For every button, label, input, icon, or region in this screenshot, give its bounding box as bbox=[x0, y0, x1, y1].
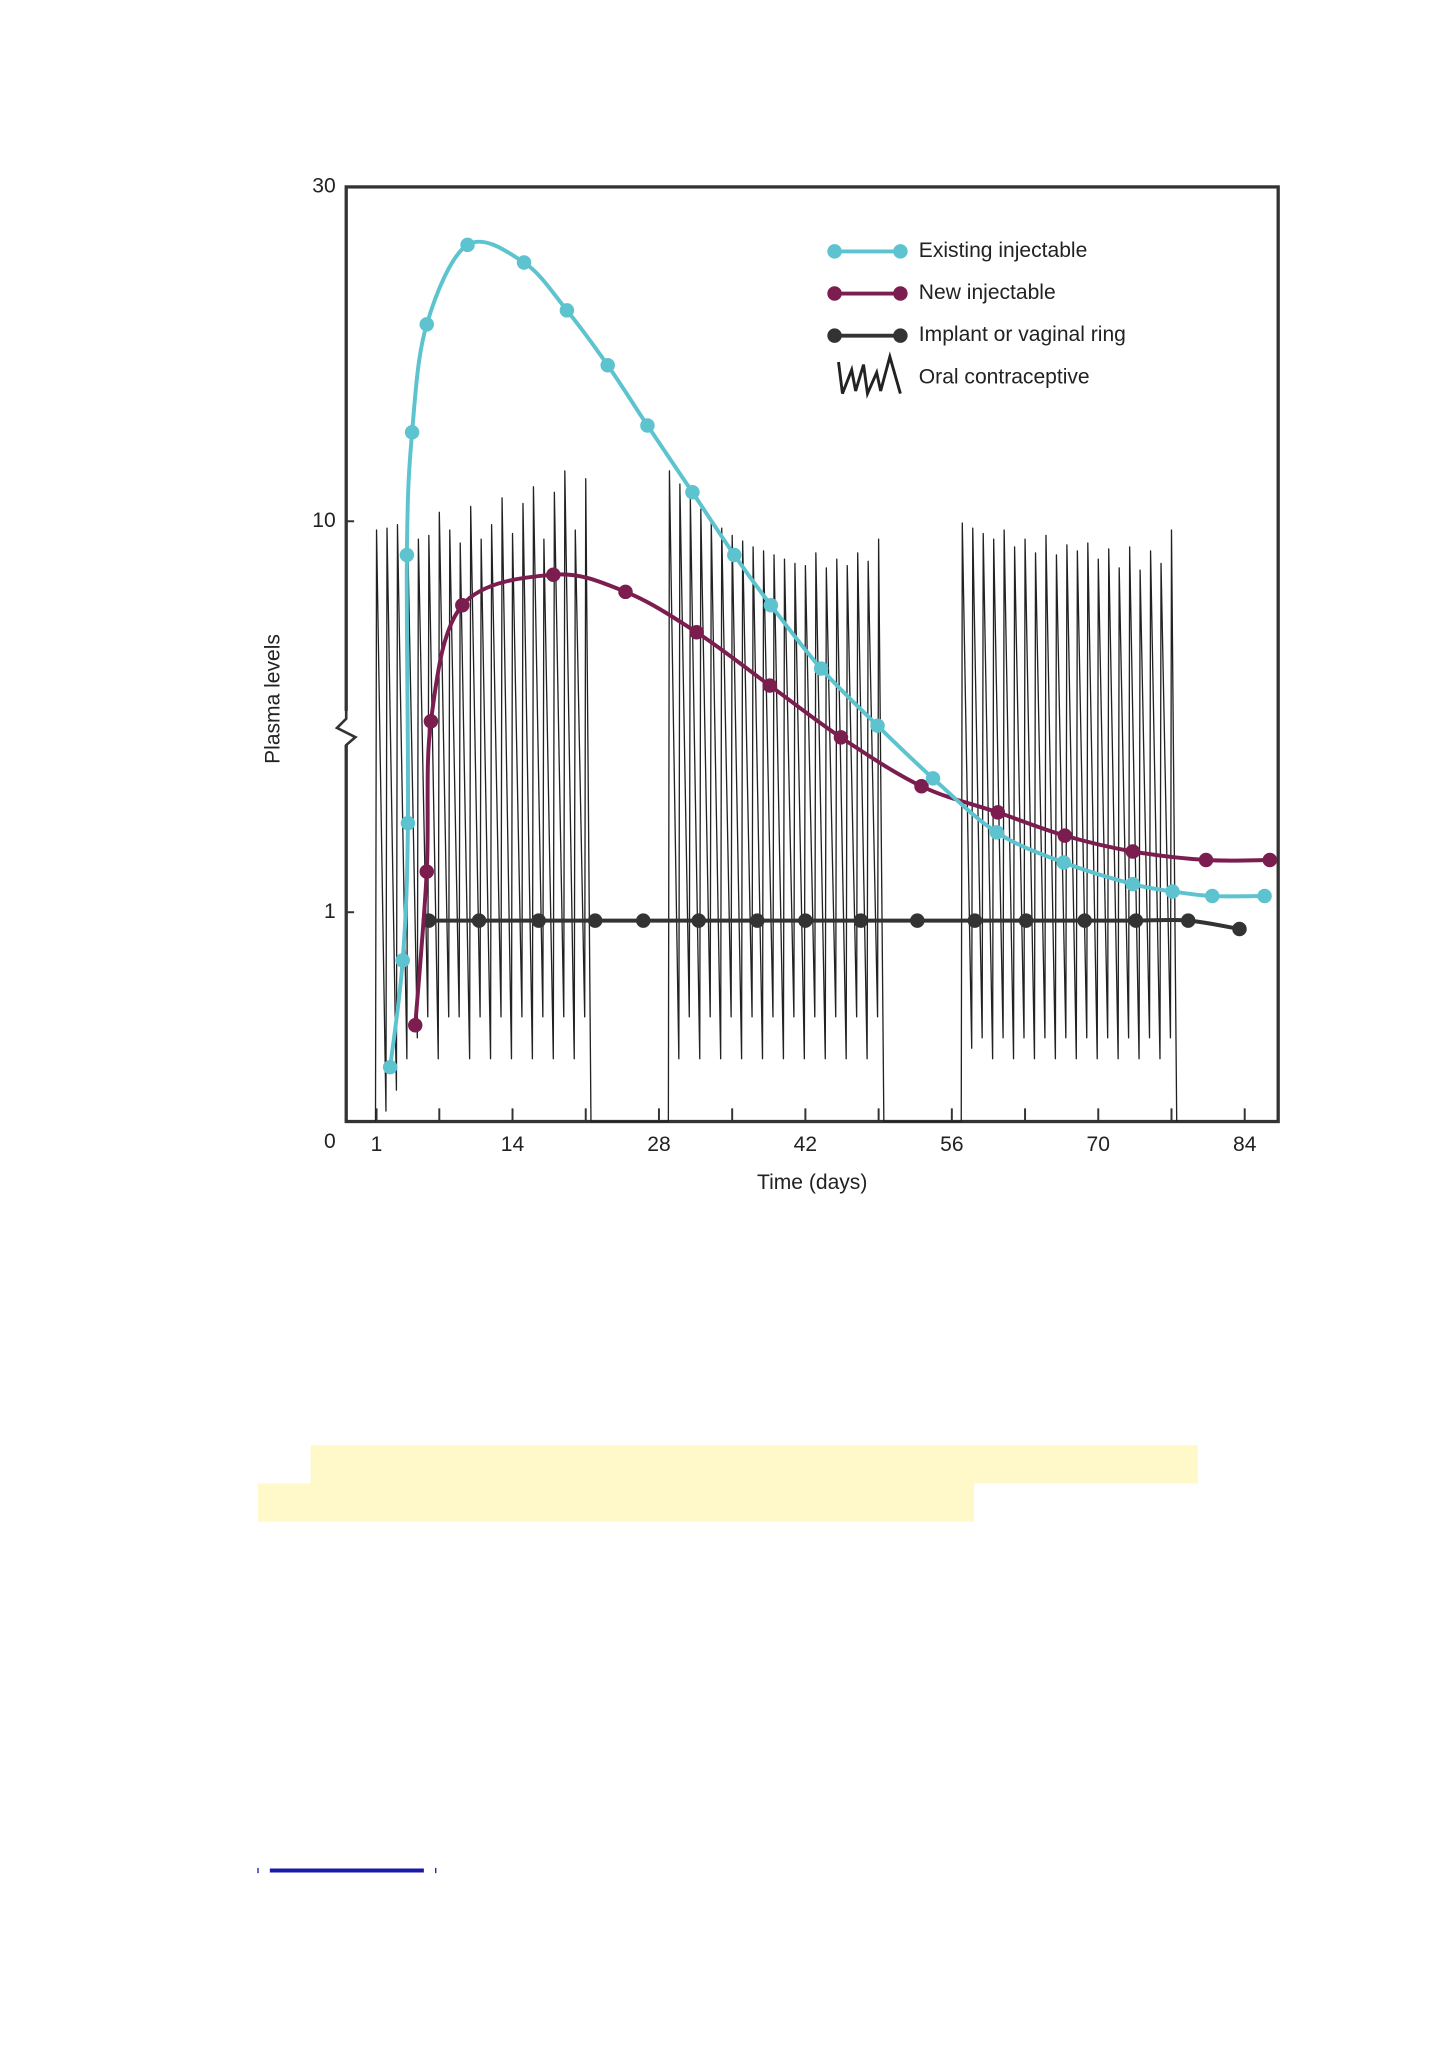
data-point bbox=[925, 771, 941, 786]
data-point bbox=[813, 661, 829, 676]
x-tick-label: 70 bbox=[1087, 1133, 1110, 1156]
y-tick-label: 30 bbox=[312, 174, 335, 197]
data-point bbox=[1125, 876, 1141, 892]
plot-frame bbox=[344, 185, 1280, 1124]
data-point bbox=[559, 303, 575, 318]
data-point bbox=[636, 913, 651, 928]
data-point bbox=[1018, 913, 1034, 928]
legend-swatch bbox=[893, 328, 908, 343]
data-point bbox=[833, 730, 849, 745]
y-tick-label: 1 bbox=[324, 900, 336, 923]
data-point bbox=[404, 424, 420, 440]
data-point bbox=[546, 567, 561, 582]
legend-label: New injectable bbox=[919, 281, 1056, 304]
data-point bbox=[419, 317, 434, 332]
legend-swatch bbox=[827, 286, 842, 301]
legend-swatch bbox=[837, 351, 902, 399]
legend-swatch bbox=[893, 244, 908, 259]
data-point bbox=[423, 713, 439, 729]
data-point bbox=[1128, 913, 1144, 928]
axis-break-gap bbox=[340, 710, 352, 746]
highlight bbox=[310, 1445, 1198, 1484]
data-point bbox=[1232, 921, 1247, 937]
data-point bbox=[763, 597, 779, 613]
data-point bbox=[640, 418, 655, 433]
data-point bbox=[1198, 852, 1214, 868]
series-line bbox=[388, 239, 1265, 1068]
data-point bbox=[853, 913, 869, 928]
series-line bbox=[374, 470, 1178, 1123]
data-point bbox=[1077, 913, 1092, 928]
legend-swatch bbox=[893, 286, 908, 301]
data-point bbox=[1262, 852, 1278, 868]
legend-label: Implant or vaginal ring bbox=[919, 323, 1126, 346]
data-point bbox=[400, 815, 416, 831]
data-point bbox=[618, 584, 633, 600]
data-point bbox=[689, 625, 704, 640]
data-point bbox=[1125, 844, 1141, 859]
data-point bbox=[798, 913, 813, 928]
data-point bbox=[382, 1059, 398, 1075]
data-point bbox=[914, 779, 929, 794]
legend: Existing injectable New injectable Implant… bbox=[827, 239, 1126, 399]
data-point bbox=[419, 864, 434, 879]
plot-area: 0 1 10 30 1 14 28 42 56 70 84 bbox=[312, 174, 1278, 1156]
y-axis-label: Plasma levels bbox=[261, 634, 284, 764]
data-point bbox=[600, 357, 615, 373]
y-tick-label: 10 bbox=[312, 509, 335, 532]
data-point bbox=[870, 718, 885, 733]
data-point bbox=[967, 913, 983, 928]
data-point bbox=[750, 913, 765, 928]
x-tick-label: 84 bbox=[1233, 1133, 1257, 1156]
legend-swatch bbox=[827, 244, 842, 259]
data-point bbox=[1057, 828, 1073, 843]
data-point bbox=[408, 1018, 423, 1033]
data-point bbox=[762, 678, 778, 693]
data-point bbox=[460, 237, 475, 253]
data-point bbox=[471, 913, 487, 928]
data-point bbox=[990, 805, 1006, 820]
axis-break bbox=[334, 705, 358, 753]
data-point bbox=[395, 953, 410, 968]
data-point bbox=[989, 825, 1005, 840]
x-tick-label: 28 bbox=[647, 1133, 670, 1156]
data-point bbox=[1180, 913, 1196, 928]
data-point bbox=[455, 597, 470, 613]
legend-label: Existing injectable bbox=[919, 239, 1087, 262]
x-tick-label: 1 bbox=[371, 1133, 383, 1156]
data-point bbox=[399, 547, 415, 563]
data-point bbox=[691, 913, 706, 928]
x-tick-label: 42 bbox=[794, 1133, 817, 1156]
x-tick-label: 14 bbox=[501, 1133, 525, 1156]
x-tick-label: 56 bbox=[940, 1133, 963, 1156]
data-point bbox=[727, 547, 742, 563]
data-point bbox=[516, 255, 532, 270]
data-point bbox=[1056, 855, 1071, 870]
y-tick-label: 0 bbox=[324, 1130, 336, 1153]
x-axis-label: Time (days) bbox=[757, 1171, 867, 1194]
data-point bbox=[587, 913, 603, 928]
legend-swatch bbox=[827, 328, 842, 343]
data-point bbox=[531, 913, 546, 928]
series-line bbox=[428, 918, 1240, 931]
data-point bbox=[910, 913, 925, 928]
data-point bbox=[685, 485, 700, 500]
data-point bbox=[1205, 888, 1220, 904]
legend-label: Oral contraceptive bbox=[919, 365, 1090, 388]
data-point bbox=[1165, 884, 1180, 899]
highlight bbox=[258, 1483, 975, 1522]
data-point bbox=[1257, 888, 1272, 904]
